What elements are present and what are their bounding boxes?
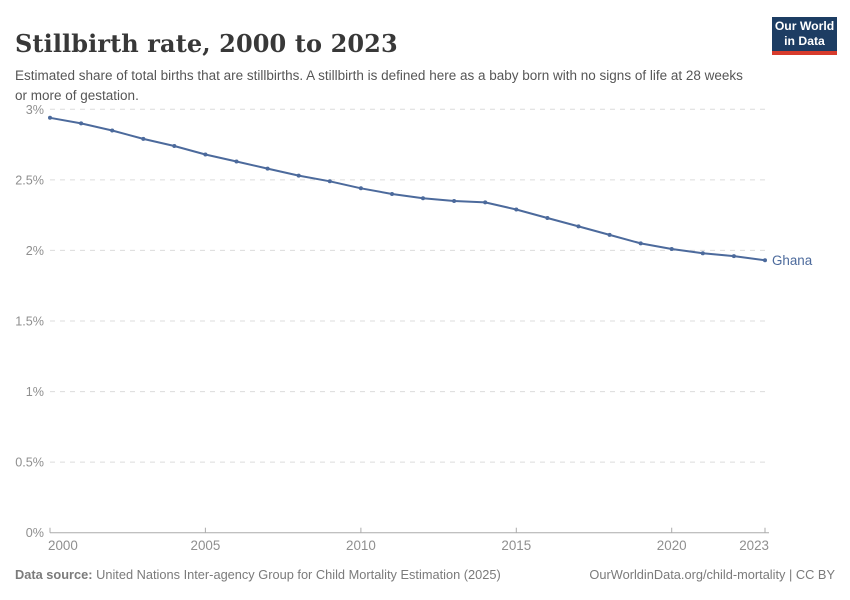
y-tick-label: 2% (26, 244, 44, 258)
y-tick-label: 3% (26, 103, 44, 117)
data-point[interactable] (421, 196, 425, 201)
data-source-label: Data source: (15, 567, 93, 582)
y-tick-label: 2.5% (15, 173, 44, 187)
x-tick-label: 2010 (346, 538, 376, 553)
data-point[interactable] (638, 241, 643, 246)
data-point[interactable] (452, 199, 457, 203)
data-point[interactable] (141, 136, 146, 141)
y-tick-label: 0% (26, 526, 44, 540)
data-point[interactable] (327, 179, 332, 184)
data-point[interactable] (514, 207, 519, 212)
data-source-note: Data source: United Nations Inter-agency… (15, 567, 501, 582)
data-point[interactable] (79, 121, 84, 126)
data-point[interactable] (110, 128, 115, 133)
y-tick-label: 1% (26, 385, 44, 399)
data-point[interactable] (763, 258, 767, 263)
owid-logo-box: Our World in Data (772, 17, 837, 51)
series-line[interactable] (49, 116, 766, 262)
data-point[interactable] (172, 144, 177, 148)
data-point[interactable] (48, 115, 52, 120)
x-tick-label: 2005 (191, 538, 221, 553)
data-point[interactable] (607, 232, 612, 237)
data-source-text: United Nations Inter-agency Group for Ch… (92, 567, 501, 582)
chart-subtitle: Estimated share of total births that are… (15, 67, 743, 103)
x-tick-label: 2020 (657, 538, 687, 553)
series-end-label[interactable]: Ghana (772, 253, 813, 268)
chart-svg[interactable]: 0% 0.5% 1% 1.5% 2% 2.5% 3% 2000 2005 2010 2015 2020… (0, 95, 850, 560)
data-point[interactable] (700, 251, 705, 256)
x-tick-label: 2023 (739, 538, 769, 553)
owid-logo-accent-bar (772, 51, 837, 55)
data-point[interactable] (483, 200, 488, 205)
data-point[interactable] (731, 254, 736, 259)
x-tick-label: 2015 (501, 538, 531, 553)
x-tick-label: 2000 (48, 538, 78, 553)
data-point[interactable] (203, 152, 208, 157)
data-point[interactable] (669, 247, 674, 251)
y-tick-label: 0.5% (15, 456, 44, 470)
owid-logo[interactable]: Our World in Data (772, 17, 837, 55)
data-point[interactable] (576, 224, 581, 229)
data-point[interactable] (296, 173, 301, 178)
chart-footer: Data source: United Nations Inter-agency… (15, 567, 835, 582)
data-point[interactable] (234, 159, 239, 164)
data-point[interactable] (265, 166, 270, 171)
owid-logo-line1: Our World (774, 19, 835, 33)
data-point[interactable] (358, 186, 363, 191)
y-tick-label: 1.5% (15, 315, 44, 329)
chart-title: Stillbirth rate, 2000 to 2023 (15, 29, 398, 59)
owid-logo-line2: in Data (784, 33, 825, 48)
data-point[interactable] (390, 192, 394, 196)
owid-url-link[interactable]: OurWorldinData.org/child-mortality | CC … (589, 567, 835, 582)
data-point[interactable] (545, 216, 550, 220)
